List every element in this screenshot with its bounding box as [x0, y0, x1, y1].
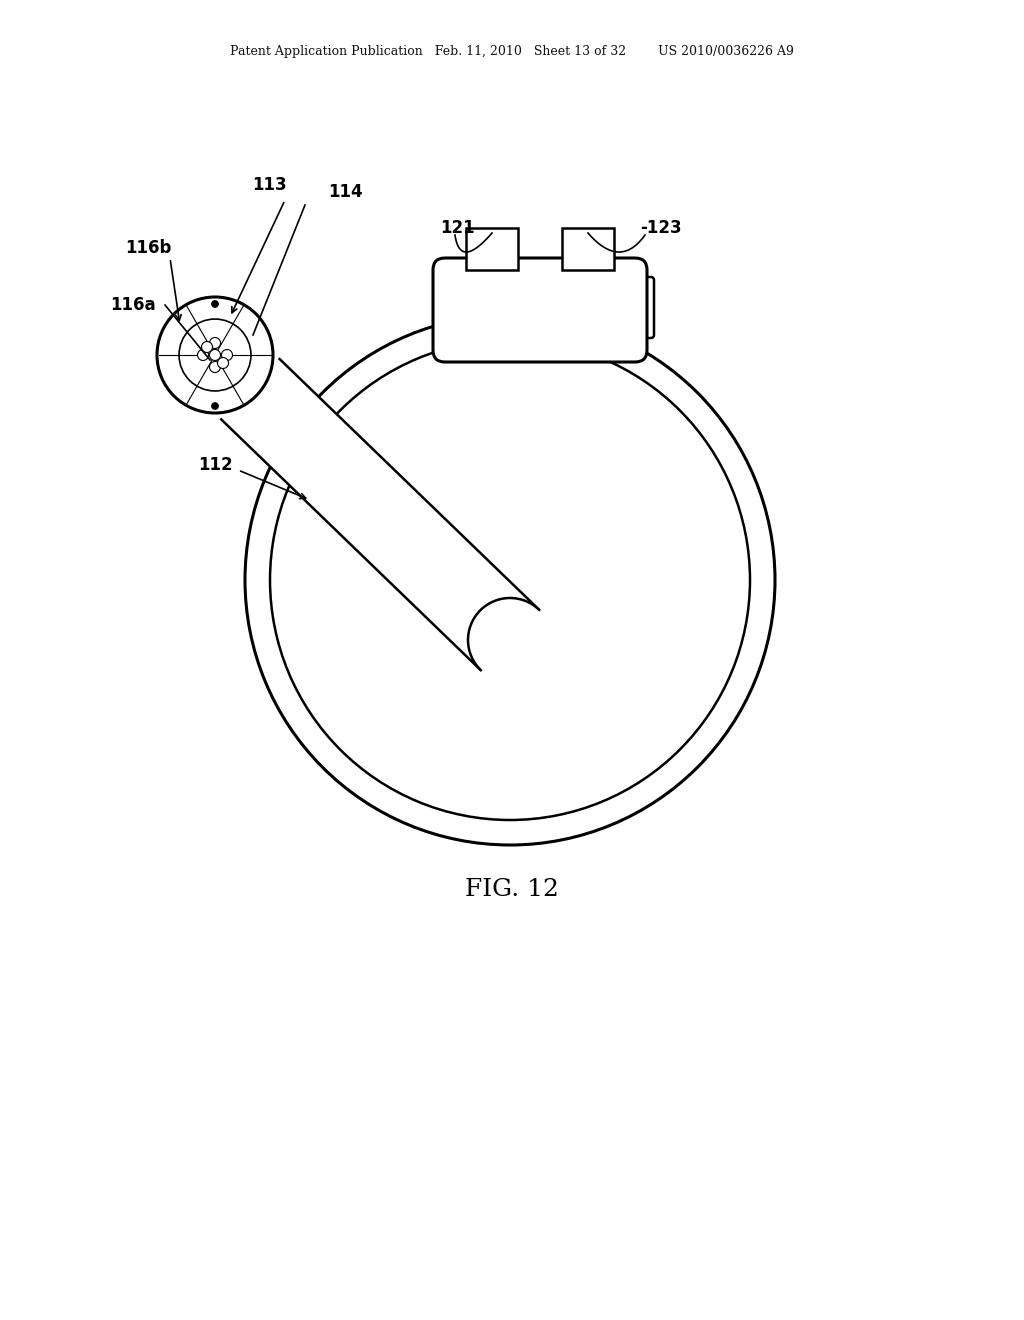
FancyBboxPatch shape — [630, 277, 654, 338]
Circle shape — [212, 301, 218, 308]
Text: 113: 113 — [253, 176, 288, 194]
Text: Patent Application Publication   Feb. 11, 2010   Sheet 13 of 32        US 2010/0: Patent Application Publication Feb. 11, … — [230, 45, 794, 58]
Bar — [562, 228, 614, 271]
Circle shape — [210, 362, 220, 372]
Circle shape — [198, 350, 209, 360]
Text: FIG. 12: FIG. 12 — [465, 879, 559, 902]
Text: 121: 121 — [440, 219, 475, 238]
Circle shape — [210, 350, 220, 360]
Bar — [466, 228, 518, 271]
FancyBboxPatch shape — [433, 257, 647, 362]
Polygon shape — [221, 359, 540, 671]
Circle shape — [202, 342, 213, 352]
Text: -123: -123 — [640, 219, 682, 238]
Circle shape — [210, 338, 220, 348]
Circle shape — [212, 403, 218, 409]
Text: 112: 112 — [198, 455, 232, 474]
Circle shape — [157, 297, 273, 413]
Text: 116b: 116b — [125, 239, 171, 257]
Text: 116a: 116a — [111, 296, 156, 314]
Text: 114: 114 — [328, 183, 362, 201]
Circle shape — [217, 358, 228, 368]
Circle shape — [221, 350, 232, 360]
